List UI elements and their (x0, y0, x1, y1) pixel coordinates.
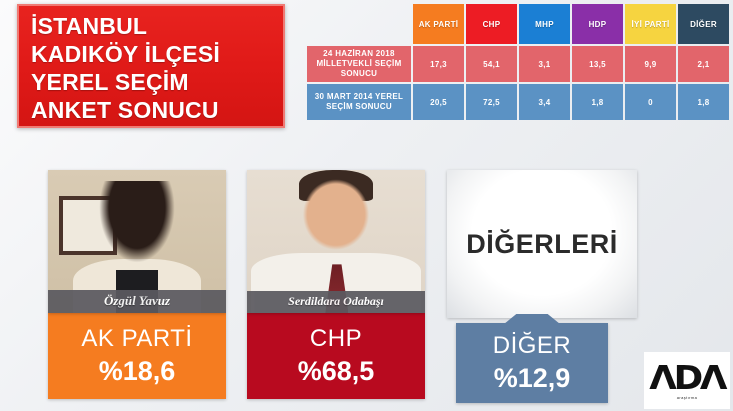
table-row: 24 HAZİRAN 2018 MİLLETVEKLİ SEÇİM SONUCU… (307, 46, 729, 82)
party-result-box-chp: CHP %68,5 (247, 313, 425, 399)
cell-2018-mhp: 3,1 (519, 46, 570, 82)
others-placeholder-label: DİĞERLERİ (466, 228, 618, 259)
cell-2014-hdp: 1,8 (572, 84, 623, 120)
party-name-label: DİĞER (492, 332, 572, 359)
row-label-2018: 24 HAZİRAN 2018 MİLLETVEKLİ SEÇİM SONUCU (307, 46, 411, 82)
title-line-4: ANKET SONUCU (31, 97, 219, 123)
ada-logo-subtitle: araştırma (676, 395, 698, 400)
table-corner-cell (307, 4, 411, 44)
title-line-2: KADIKÖY İLÇESİ (31, 41, 220, 67)
table-header-row: AK PARTİ CHP MHP HDP İYİ PARTİ DİĞER (307, 4, 729, 44)
wall-frame-decoration (58, 195, 117, 256)
candidate-name-banner: Özgül Yavuz (48, 290, 226, 313)
column-header-hdp: HDP (572, 4, 623, 44)
photo-ozgul-yavuz: Özgül Yavuz (48, 170, 226, 313)
cell-2018-ak-parti: 17,3 (413, 46, 464, 82)
placeholder-digerleri: DİĞERLERİ (447, 170, 637, 318)
candidate-panel-ak-parti: Özgül Yavuz AK PARTİ %18,6 (48, 170, 226, 399)
cell-2018-hdp: 13,5 (572, 46, 623, 82)
cell-2014-chp: 72,5 (466, 84, 517, 120)
cell-2014-mhp: 3,4 (519, 84, 570, 120)
party-name-label: AK PARTİ (81, 325, 193, 352)
title-line-1: İSTANBUL (31, 13, 148, 39)
notch-decoration (504, 314, 560, 324)
poll-title-box: İSTANBUL KADIKÖY İLÇESİ YEREL SEÇİM ANKE… (17, 4, 285, 128)
cell-2014-ak-parti: 20,5 (413, 84, 464, 120)
title-line-3: YEREL SEÇİM (31, 69, 189, 95)
column-header-chp: CHP (466, 4, 517, 44)
party-result-box-ak-parti: AK PARTİ %18,6 (48, 313, 226, 399)
cell-2018-diger: 2,1 (678, 46, 729, 82)
candidate-panel-diger: DİĞERLERİ DİĞER %12,9 (447, 170, 637, 403)
row-label-2014: 30 MART 2014 YEREL SEÇİM SONUCU (307, 84, 411, 120)
party-percent-value: %68,5 (297, 356, 375, 386)
photo-serdildara-odabasi: Serdildara Odabaşı (247, 170, 425, 313)
column-header-diger: DİĞER (678, 4, 729, 44)
candidate-name-banner: Serdildara Odabaşı (247, 291, 425, 313)
column-header-ak-parti: AK PARTİ (413, 4, 464, 44)
party-name-label: CHP (309, 325, 363, 352)
party-percent-value: %12,9 (493, 363, 571, 393)
table-row: 30 MART 2014 YEREL SEÇİM SONUCU 20,5 72,… (307, 84, 729, 120)
hair-shape (298, 170, 374, 202)
ada-logo-mark: ΛDΛ (649, 358, 727, 397)
cell-2014-iyi-parti: 0 (625, 84, 676, 120)
cell-2018-iyi-parti: 9,9 (625, 46, 676, 82)
column-header-mhp: MHP (519, 4, 570, 44)
party-percent-value: %18,6 (98, 356, 176, 386)
election-results-table: AK PARTİ CHP MHP HDP İYİ PARTİ DİĞER 24 … (305, 2, 731, 122)
ada-logo: ΛDΛ araştırma (644, 352, 730, 409)
cell-2014-diger: 1,8 (678, 84, 729, 120)
column-header-iyi-parti: İYİ PARTİ (625, 4, 676, 44)
others-placeholder-box: DİĞERLERİ (447, 170, 637, 318)
candidate-panel-chp: Serdildara Odabaşı CHP %68,5 (247, 170, 425, 399)
cell-2018-chp: 54,1 (466, 46, 517, 82)
party-result-box-diger: DİĞER %12,9 (456, 314, 608, 403)
